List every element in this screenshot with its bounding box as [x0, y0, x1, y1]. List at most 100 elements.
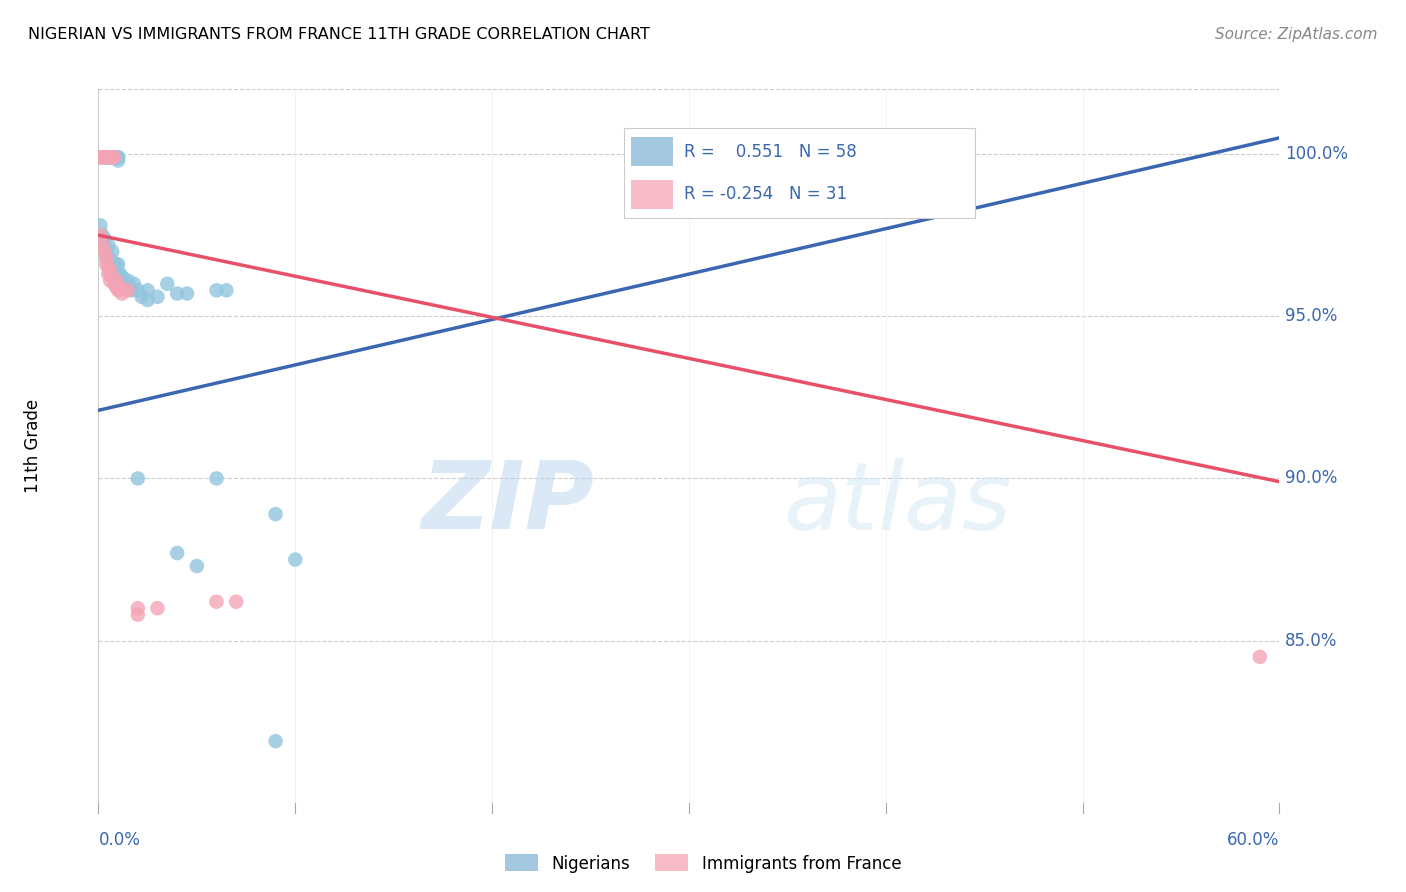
- Point: [105, 280, 128, 294]
- Point: [186, 559, 208, 574]
- Point: [111, 270, 134, 285]
- Point: [98, 264, 121, 278]
- Point: [264, 734, 287, 748]
- Point: [97, 150, 120, 164]
- Point: [96, 257, 118, 271]
- Point: [89, 219, 111, 233]
- Point: [118, 280, 141, 294]
- Point: [89, 150, 111, 164]
- Point: [97, 238, 120, 252]
- Point: [127, 601, 149, 615]
- Point: [89, 150, 111, 164]
- Bar: [631, 137, 673, 166]
- Point: [105, 274, 128, 288]
- Point: [107, 153, 129, 168]
- Text: atlas: atlas: [783, 458, 1012, 549]
- Point: [93, 150, 115, 164]
- Point: [101, 150, 124, 164]
- Point: [127, 607, 149, 622]
- Text: 0.0%: 0.0%: [98, 831, 141, 849]
- Point: [93, 241, 115, 255]
- Point: [93, 244, 115, 259]
- Point: [225, 595, 247, 609]
- Text: 90.0%: 90.0%: [1285, 469, 1337, 487]
- Point: [146, 290, 169, 304]
- Text: ZIP: ZIP: [422, 457, 595, 549]
- Point: [101, 150, 124, 164]
- Point: [166, 546, 188, 560]
- Point: [166, 286, 188, 301]
- Point: [98, 264, 121, 278]
- Point: [101, 270, 124, 285]
- Text: 85.0%: 85.0%: [1285, 632, 1337, 649]
- Point: [97, 267, 120, 281]
- Point: [98, 150, 121, 164]
- Point: [93, 150, 115, 164]
- Point: [91, 228, 114, 243]
- Point: [93, 231, 115, 245]
- Point: [97, 260, 120, 275]
- Point: [117, 283, 139, 297]
- Text: 60.0%: 60.0%: [1227, 831, 1279, 849]
- Point: [96, 150, 118, 164]
- Text: NIGERIAN VS IMMIGRANTS FROM FRANCE 11TH GRADE CORRELATION CHART: NIGERIAN VS IMMIGRANTS FROM FRANCE 11TH …: [28, 27, 650, 42]
- Point: [215, 283, 238, 297]
- Bar: [631, 180, 673, 209]
- Point: [136, 293, 159, 307]
- Point: [98, 274, 121, 288]
- Point: [98, 150, 121, 164]
- Point: [103, 150, 125, 164]
- Point: [108, 280, 131, 294]
- Point: [127, 283, 149, 297]
- Point: [117, 274, 139, 288]
- Point: [107, 150, 129, 164]
- Text: R = -0.254   N = 31: R = -0.254 N = 31: [683, 186, 846, 203]
- Point: [111, 270, 134, 285]
- Point: [103, 264, 125, 278]
- Point: [111, 286, 134, 301]
- Point: [131, 290, 153, 304]
- Text: 100.0%: 100.0%: [1285, 145, 1348, 163]
- Point: [91, 150, 114, 164]
- Point: [107, 257, 129, 271]
- Legend: Nigerians, Immigrants from France: Nigerians, Immigrants from France: [498, 847, 908, 880]
- Point: [97, 150, 120, 164]
- Text: 11th Grade: 11th Grade: [24, 399, 42, 493]
- Point: [96, 244, 118, 259]
- Point: [284, 552, 307, 566]
- Point: [96, 150, 118, 164]
- Point: [121, 283, 143, 297]
- Point: [97, 150, 120, 164]
- Point: [96, 251, 118, 265]
- Point: [107, 283, 129, 297]
- Point: [101, 254, 124, 268]
- Point: [103, 260, 125, 275]
- Point: [89, 228, 111, 243]
- Point: [136, 283, 159, 297]
- Point: [96, 251, 118, 265]
- Point: [103, 277, 125, 291]
- Point: [105, 257, 128, 271]
- Point: [205, 283, 228, 297]
- Point: [97, 251, 120, 265]
- Point: [112, 277, 135, 291]
- Point: [108, 267, 131, 281]
- Point: [107, 150, 129, 164]
- Text: Source: ZipAtlas.com: Source: ZipAtlas.com: [1215, 27, 1378, 42]
- Point: [101, 244, 124, 259]
- Point: [156, 277, 179, 291]
- Point: [176, 286, 198, 301]
- Point: [91, 238, 114, 252]
- Point: [105, 267, 128, 281]
- Text: 95.0%: 95.0%: [1285, 307, 1337, 326]
- Point: [98, 257, 121, 271]
- Point: [205, 595, 228, 609]
- Point: [107, 274, 129, 288]
- Point: [103, 150, 125, 164]
- Point: [105, 150, 128, 164]
- Point: [264, 507, 287, 521]
- Point: [122, 277, 145, 291]
- Point: [1249, 649, 1271, 664]
- Text: R =    0.551   N = 58: R = 0.551 N = 58: [683, 143, 856, 161]
- Point: [98, 150, 121, 164]
